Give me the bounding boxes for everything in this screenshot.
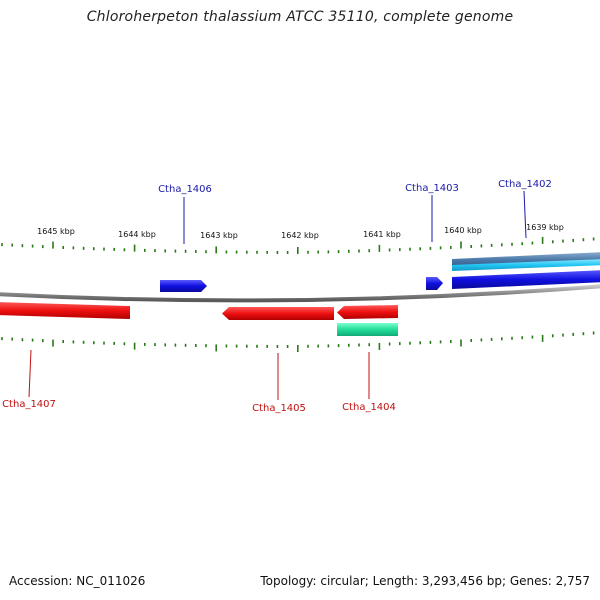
gene-labels: Ctha_1406 Ctha_1403 Ctha_1402 Ctha_1407 … <box>2 179 552 414</box>
gene-ctha-1405[interactable] <box>222 307 334 320</box>
rna-gene-ctha-1404[interactable] <box>337 323 398 336</box>
ruler-label: 1640 kbp <box>444 226 482 235</box>
gene-ctha-1407[interactable] <box>0 302 130 319</box>
ruler-label: 1639 kbp <box>526 223 564 232</box>
reverse-strand-genes <box>0 302 398 336</box>
gene-ctha-1403[interactable] <box>426 277 443 290</box>
genome-summary-text: Topology: circular; Length: 3,293,456 bp… <box>260 574 590 588</box>
leader-ctha-1407 <box>28 349 32 398</box>
ruler-ticks-lower <box>1 331 595 352</box>
gene-ctha-1402[interactable] <box>452 270 600 289</box>
ruler-label: 1643 kbp <box>200 231 238 240</box>
gene-ctha-1404[interactable] <box>337 305 398 319</box>
genome-title: Chloroherpeton thalassium ATCC 35110, co… <box>86 9 514 25</box>
ruler-label: 1645 kbp <box>37 227 75 236</box>
gene-ctha-1402-track-middle[interactable] <box>452 259 600 271</box>
ruler-labels: 1645 kbp 1644 kbp 1643 kbp 1642 kbp 1641… <box>37 223 564 240</box>
ruler-label: 1642 kbp <box>281 231 319 240</box>
ruler-label: 1644 kbp <box>118 230 156 239</box>
ruler-ticks-upper <box>1 236 595 254</box>
accession-text: Accession: NC_011026 <box>9 574 146 588</box>
genome-backbone <box>0 284 600 303</box>
leader-ctha-1402 <box>523 190 527 239</box>
forward-strand-genes <box>160 252 600 292</box>
gene-label-ctha-1404[interactable]: Ctha_1404 <box>342 402 396 413</box>
gene-label-ctha-1402[interactable]: Ctha_1402 <box>498 179 552 190</box>
gene-label-ctha-1403[interactable]: Ctha_1403 <box>405 183 459 194</box>
gene-label-ctha-1406[interactable]: Ctha_1406 <box>158 184 212 195</box>
gene-label-ctha-1405[interactable]: Ctha_1405 <box>252 403 306 414</box>
label-leaders <box>28 190 527 400</box>
ruler-label: 1641 kbp <box>363 230 401 239</box>
gene-label-ctha-1407[interactable]: Ctha_1407 <box>2 399 56 410</box>
gene-ctha-1406[interactable] <box>160 280 207 292</box>
